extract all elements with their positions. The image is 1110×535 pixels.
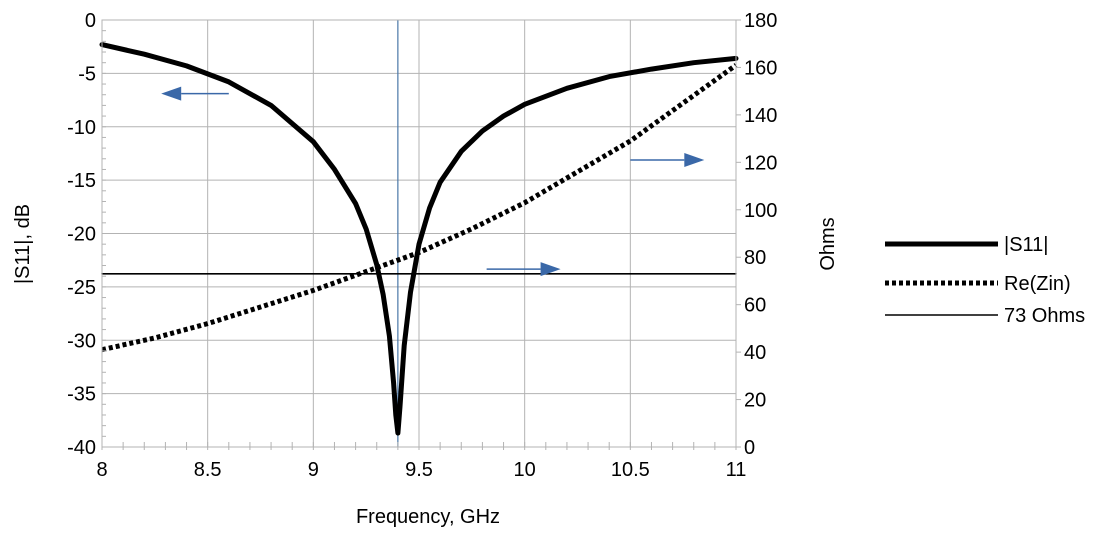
arrow-head (161, 86, 182, 101)
y-right-tick-label: 40 (744, 342, 766, 364)
y-left-tick-label: -20 (67, 224, 96, 246)
annotations (161, 86, 705, 277)
y-left-tick-label: -25 (67, 277, 96, 299)
y-left-tick-label: -40 (67, 437, 96, 459)
series-layer (99, 20, 739, 447)
x-tick-label: 8.5 (194, 459, 222, 481)
y-left-tick-label: -5 (78, 63, 96, 85)
y-right-tick-label: 0 (744, 437, 755, 459)
legend-label-2: 73 Ohms (1004, 305, 1085, 327)
y-left-tick-label: -15 (67, 170, 96, 192)
arrow-head (540, 262, 561, 277)
arrow-head (684, 152, 705, 167)
series-line-0 (99, 42, 739, 436)
y-left-tick-label: -30 (67, 330, 96, 352)
grid (101, 19, 737, 448)
y-right-tick-label: 180 (744, 10, 777, 32)
series-line-1 (101, 63, 738, 353)
x-tick-label: 11 (726, 459, 747, 481)
x-tick-label: 10 (514, 459, 536, 481)
y-right-tick-label: 100 (744, 200, 777, 222)
x-tick-label: 8 (96, 459, 107, 481)
axes: 0-5-10-15-20-25-30-35-401801601401201008… (67, 10, 777, 481)
legend: |S11| Re(Zin) 73 Ohms (885, 234, 1085, 327)
y-right-tick-label: 120 (744, 152, 777, 174)
y-left-tick-label: 0 (85, 10, 96, 32)
x-tick-label: 9 (308, 459, 319, 481)
arrow-annotation-right (486, 262, 561, 277)
y-right-axis-label: Ohms (817, 217, 839, 270)
y-right-tick-label: 140 (744, 105, 777, 127)
y-left-axis-label: |S11|, dB (12, 204, 34, 284)
y-left-tick-label: -35 (67, 384, 96, 406)
y-right-tick-label: 20 (744, 390, 766, 412)
y-right-tick-label: 60 (744, 295, 766, 317)
arrow-annotation-right (630, 152, 705, 167)
x-tick-label: 9.5 (405, 459, 433, 481)
legend-label-1: Re(Zin) (1004, 273, 1071, 295)
y-right-tick-label: 80 (744, 247, 766, 269)
x-axis-label: Frequency, GHz (356, 506, 500, 528)
arrow-annotation-left (161, 86, 229, 101)
legend-label-0: |S11| (1004, 234, 1049, 256)
y-right-tick-label: 160 (744, 57, 777, 79)
plot-frame (101, 19, 737, 448)
x-tick-label: 10.5 (611, 459, 650, 481)
y-left-tick-label: -10 (67, 117, 96, 139)
